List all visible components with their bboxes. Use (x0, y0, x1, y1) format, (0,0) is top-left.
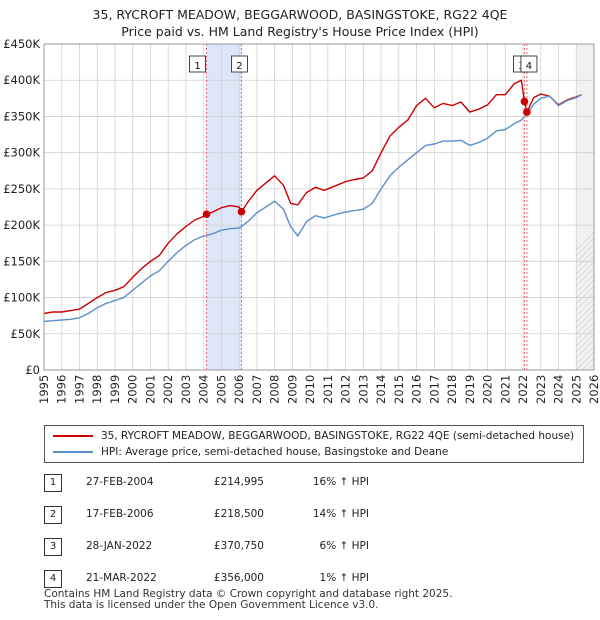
transaction-date: 27-FEB-2004 (86, 476, 154, 488)
x-tick-label: 2001 (143, 375, 157, 404)
x-tick-label: 2023 (534, 375, 548, 404)
transaction-date: 21-MAR-2022 (86, 572, 157, 584)
x-tick-label: 2017 (427, 375, 441, 404)
table-row: 3 28-JAN-2022 £370,750 6% ↑ HPI (44, 538, 544, 556)
x-tick-label: 2004 (197, 375, 211, 404)
x-tick-label: 1998 (90, 375, 104, 404)
x-tick-label: 1995 (37, 375, 51, 404)
y-tick-label: £250K (3, 182, 40, 196)
x-tick-label: 1996 (55, 375, 69, 404)
transaction-hpi: 1% ↑ HPI (319, 572, 369, 584)
table-row: 2 17-FEB-2006 £218,500 14% ↑ HPI (44, 506, 544, 524)
y-tick-label: £300K (3, 146, 40, 160)
transaction-point (202, 210, 211, 219)
y-tick-label: £0 (25, 363, 40, 377)
footer-line2: This data is licensed under the Open Gov… (44, 599, 379, 611)
transaction-date: 17-FEB-2006 (86, 508, 154, 520)
transaction-price: £356,000 (213, 572, 264, 584)
x-tick-label: 2002 (161, 375, 175, 404)
x-tick-label: 2000 (126, 375, 140, 404)
legend-label-property: 35, RYCROFT MEADOW, BEGGARWOOD, BASINGST… (101, 430, 575, 442)
marker-label-box (189, 55, 206, 73)
x-tick-label: 2021 (498, 375, 512, 404)
table-row: 4 21-MAR-2022 £356,000 1% ↑ HPI (44, 570, 544, 588)
x-tick-label: 1999 (108, 375, 122, 404)
x-tick-label: 2003 (179, 375, 193, 404)
transaction-number: 3 (44, 538, 62, 556)
series-line-hpi (43, 94, 582, 323)
y-tick-label: £450K (3, 37, 40, 51)
transaction-number: 2 (44, 506, 62, 524)
transaction-hpi: 6% ↑ HPI (319, 540, 369, 552)
table-row: 1 27-FEB-2004 £214,995 16% ↑ HPI (44, 474, 544, 492)
plot-area (44, 44, 594, 370)
transaction-hpi: 14% ↑ HPI (312, 508, 369, 520)
legend-label-hpi: HPI: Average price, semi-detached house,… (101, 446, 449, 458)
marker-label: 4 (526, 61, 532, 72)
footer: Contains HM Land Registry data © Crown c… (44, 589, 452, 611)
future-region (576, 44, 594, 370)
x-tick-label: 2022 (516, 375, 530, 404)
transaction-point (520, 97, 529, 106)
x-tick-label: 2016 (410, 375, 424, 404)
chart-title: 35, RYCROFT MEADOW, BEGGARWOOD, BASINGST… (0, 6, 600, 40)
y-tick-label: £400K (3, 73, 40, 87)
legend: 35, RYCROFT MEADOW, BEGGARWOOD, BASINGST… (44, 425, 584, 463)
transaction-hpi: 16% ↑ HPI (312, 476, 369, 488)
future-hatch-line (594, 44, 600, 370)
plot-border (43, 43, 595, 371)
legend-swatch-hpi (53, 451, 93, 453)
marker-label: 1 (194, 61, 200, 72)
x-tick-label: 2009 (285, 375, 299, 404)
x-tick-label: 2024 (552, 375, 566, 404)
x-tick-label: 2010 (303, 375, 317, 404)
legend-item-hpi: HPI: Average price, semi-detached house,… (53, 444, 448, 460)
x-tick-label: 2025 (569, 375, 583, 404)
x-tick-label: 2026 (587, 375, 600, 404)
transaction-price: £214,995 (213, 476, 264, 488)
chart-canvas: £0 £50K £100K £150K £200K £250K £300K £350K £400… (3, 37, 600, 404)
footer-line1: Contains HM Land Registry data © Crown c… (44, 588, 453, 600)
series-line-property (43, 79, 582, 315)
x-tick-label: 2015 (392, 375, 406, 404)
transaction-date: 28-JAN-2022 (86, 540, 153, 552)
x-tick-label: 2012 (339, 375, 353, 404)
x-tick-label: 2013 (356, 375, 370, 404)
transaction-price: £370,750 (213, 540, 264, 552)
transaction-price: £218,500 (213, 508, 264, 520)
x-tick-label: 2005 (214, 375, 228, 404)
x-tick-label: 2008 (268, 375, 282, 404)
y-tick-label: £100K (3, 291, 40, 305)
marker-label-box (231, 55, 248, 73)
chart-title-line2: Price paid vs. HM Land Registry's House … (121, 24, 479, 39)
transaction-point (523, 108, 531, 116)
x-tick-label: 1997 (72, 375, 86, 404)
future-hatch-line (576, 309, 594, 329)
x-tick-label: 2007 (250, 375, 264, 404)
transaction-point (237, 207, 246, 216)
y-tick-label: £350K (3, 109, 40, 123)
transaction-number: 1 (44, 474, 62, 492)
x-tick-label: 2019 (463, 375, 477, 404)
x-tick-label: 2014 (374, 375, 388, 404)
x-tick-label: 2018 (445, 375, 459, 404)
y-tick-label: £50K (11, 327, 41, 341)
x-tick-label: 2020 (481, 375, 495, 404)
chart-title-line1: 35, RYCROFT MEADOW, BEGGARWOOD, BASINGST… (92, 7, 508, 22)
y-tick-label: £200K (3, 218, 40, 232)
legend-item-property: 35, RYCROFT MEADOW, BEGGARWOOD, BASINGST… (53, 428, 574, 444)
y-tick-label: £150K (3, 254, 40, 268)
marker-label-box (520, 55, 538, 73)
transaction-number: 4 (44, 570, 62, 588)
legend-swatch-property (53, 435, 93, 437)
x-tick-label: 2006 (232, 375, 246, 404)
x-tick-label: 2011 (321, 375, 335, 404)
marker-label: 2 (236, 61, 242, 72)
future-hatch-line (576, 303, 594, 323)
